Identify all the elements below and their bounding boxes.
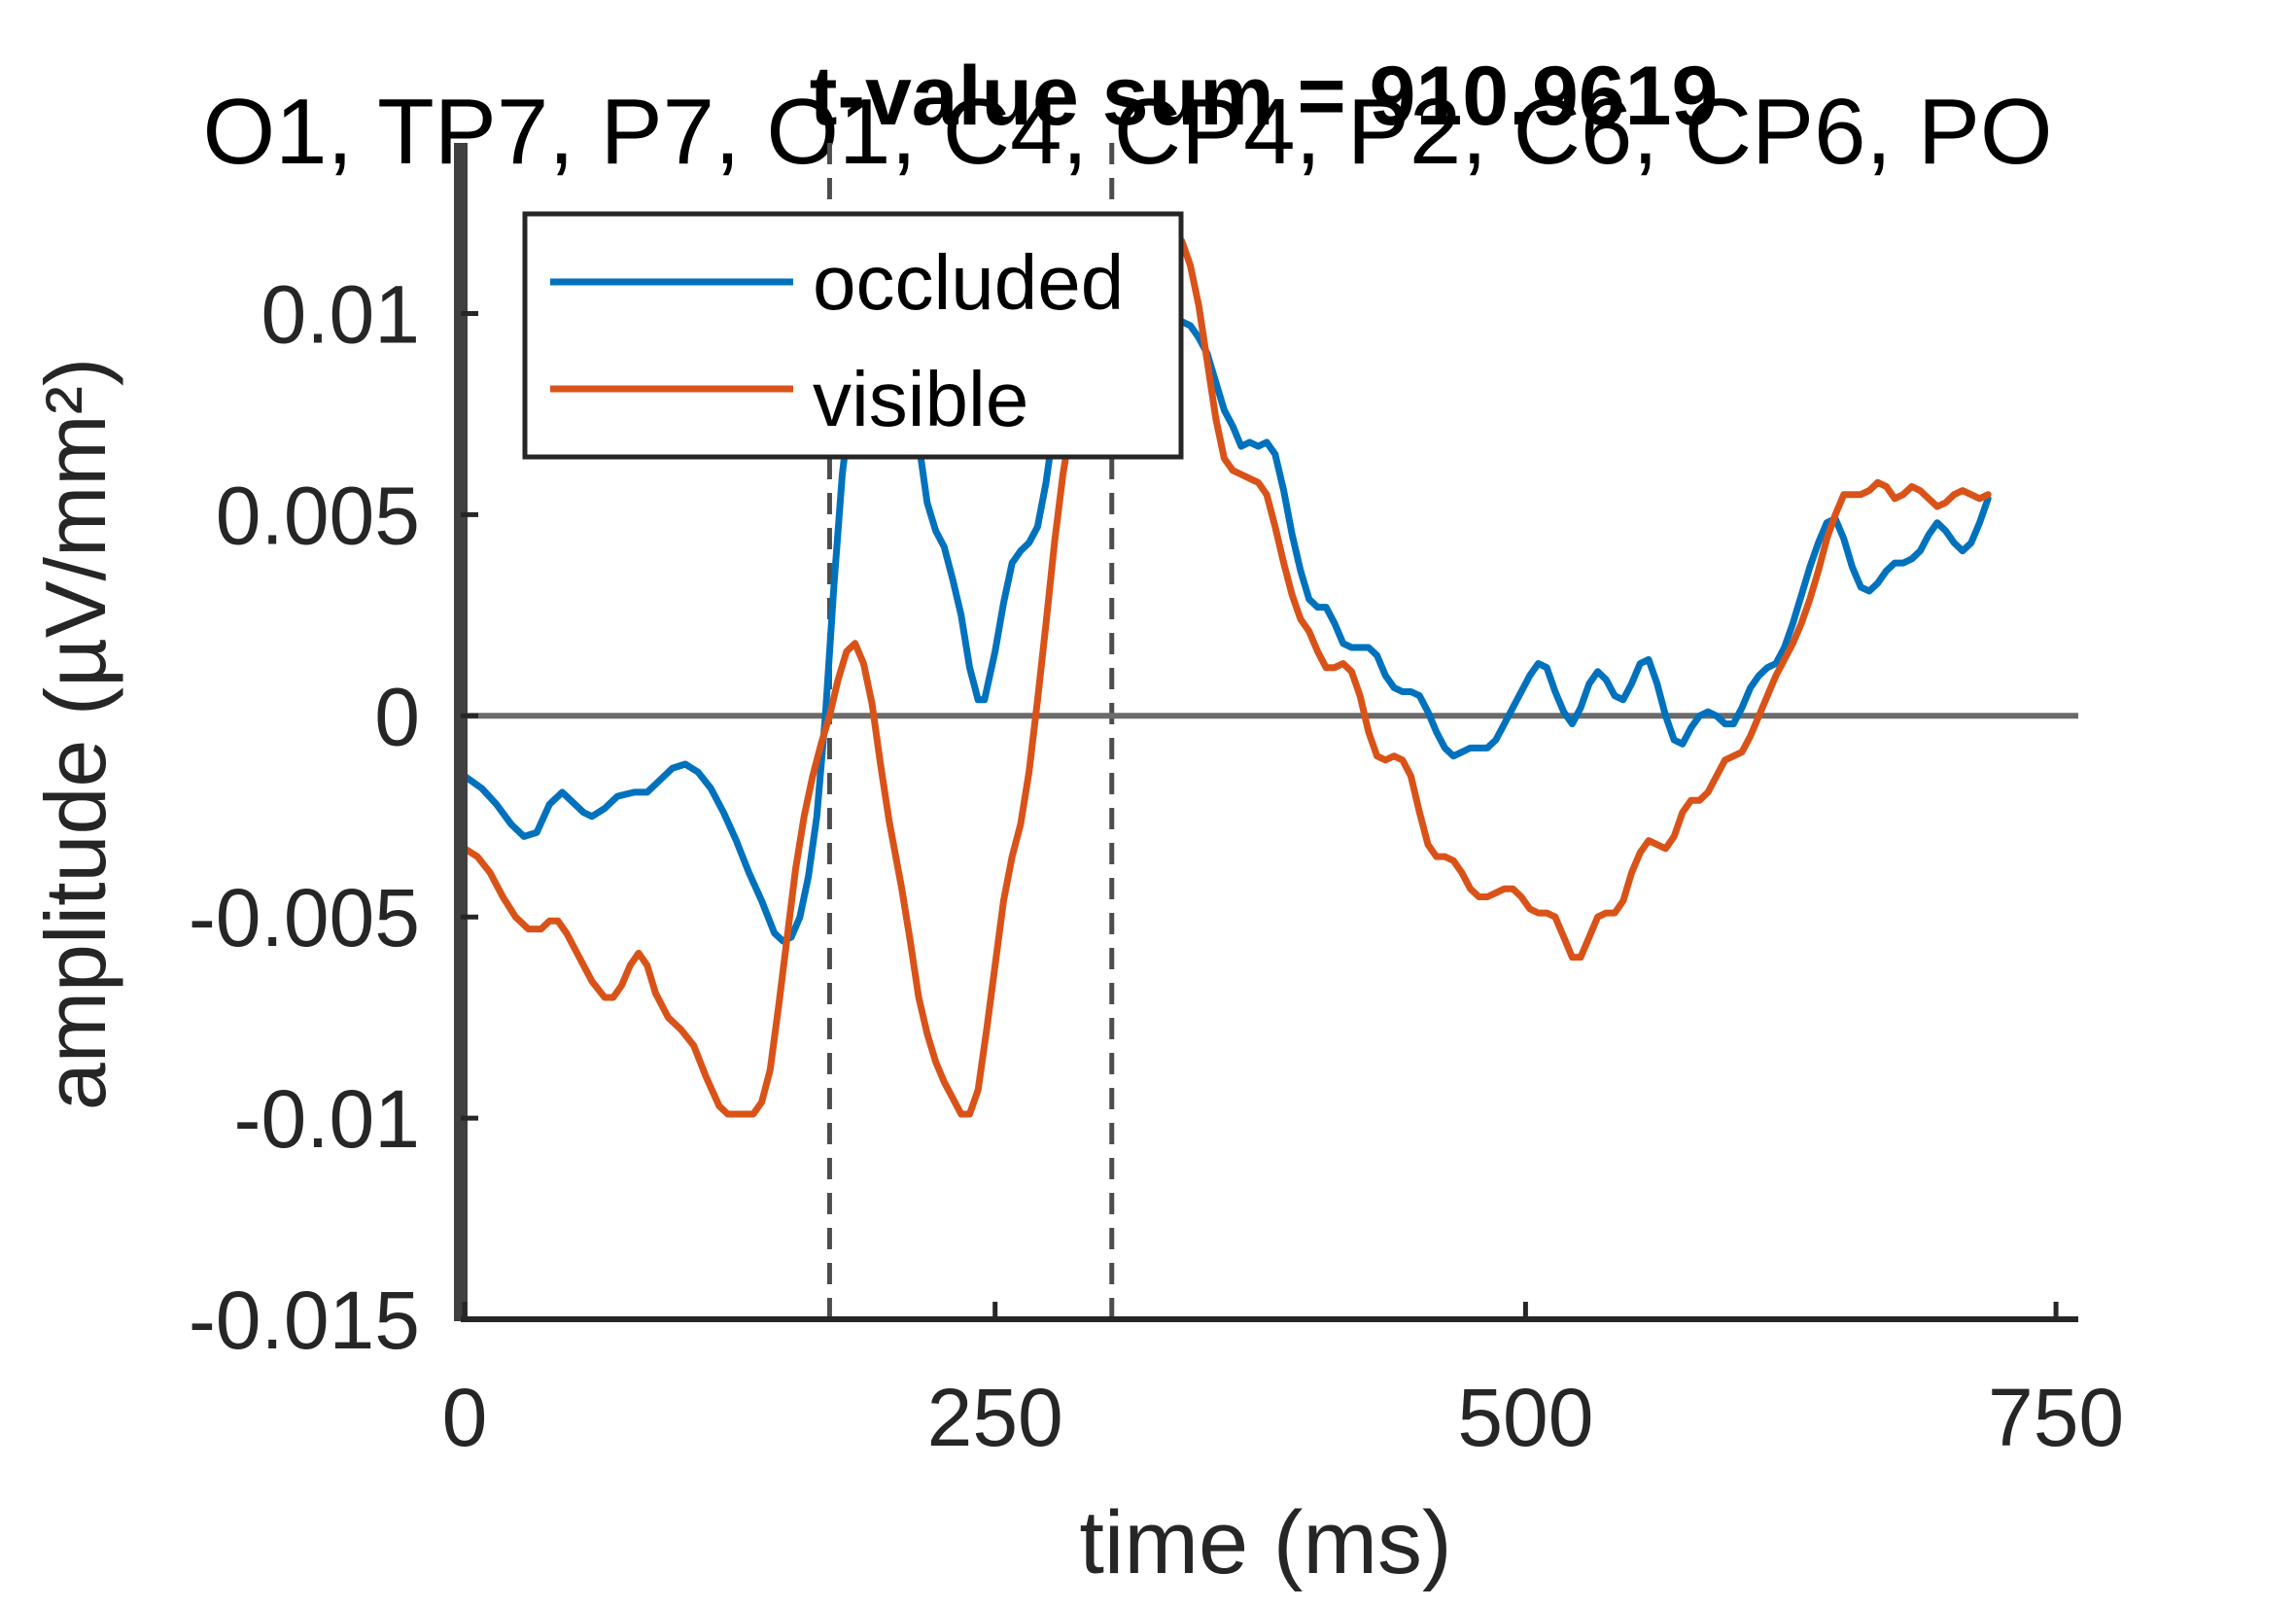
y-tick-label: 0: [374, 671, 420, 762]
y-tick-label: -0.01: [234, 1073, 420, 1165]
x-tick-label: 750: [1988, 1372, 2124, 1463]
y-tick-label: -0.015: [189, 1275, 420, 1366]
x-tick-label: 250: [927, 1372, 1063, 1463]
y-tick-label: 0.01: [261, 269, 421, 361]
y-tick-label: -0.005: [189, 872, 420, 963]
x-ticks: 0 250 500 750: [442, 1302, 2124, 1463]
legend-label-visible: visible: [813, 356, 1028, 442]
legend-box: [522, 211, 1184, 460]
axes: [454, 143, 2078, 1322]
series-line-occluded: [461, 249, 1992, 945]
series-line-visible: [461, 217, 1992, 1118]
y-axis-label: amplitude (µV/mm²): [27, 358, 123, 1110]
y-tick-label: 0.005: [216, 470, 420, 561]
x-tick-label: 0: [442, 1372, 488, 1463]
legend: occluded visible: [522, 211, 1184, 460]
chart-title-stat: t-value sum = 910.9619: [810, 50, 1719, 143]
legend-label-occluded: occluded: [813, 239, 1124, 326]
chart-title-channels: O1, TP7, P7, O1, C4, CP4, P2, C6, CP6, P…: [202, 80, 2052, 184]
series-lines: [461, 217, 1992, 1118]
y-ticks: -0.015 -0.01 -0.005 0 0.005 0.01: [189, 269, 478, 1366]
x-axis-label: time (ms): [1079, 1493, 1451, 1592]
x-tick-label: 500: [1457, 1372, 1593, 1463]
